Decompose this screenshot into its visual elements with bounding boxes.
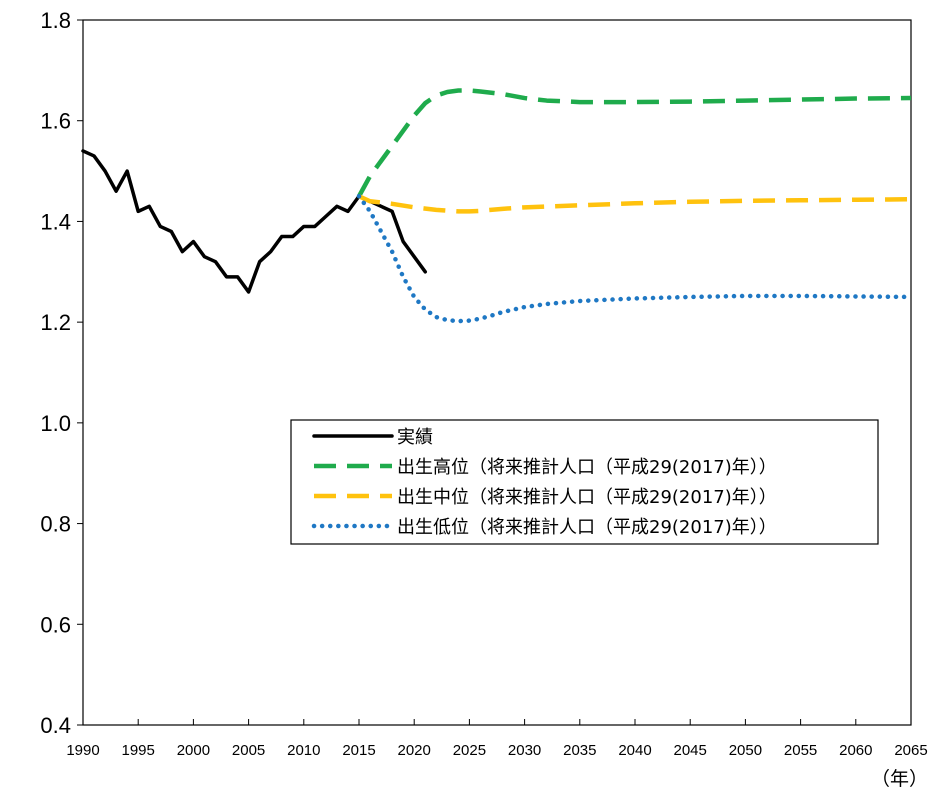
- y-tick-label: 0.8: [40, 512, 71, 537]
- legend-label-3: 出生低位（将来推計人口（平成29(2017)年））: [397, 517, 777, 538]
- y-tick-label: 0.4: [40, 713, 71, 738]
- plot-area-frame: [82, 19, 912, 726]
- y-tick-label: 1.0: [40, 411, 71, 436]
- x-tick-label: 2015: [342, 742, 375, 759]
- x-tick-label: 2025: [453, 742, 486, 759]
- x-tick-label: 2055: [784, 742, 817, 759]
- y-tick-label: 1.6: [40, 109, 71, 134]
- x-tick-label: 2060: [839, 742, 872, 759]
- legend-label-0: 実績: [397, 427, 433, 448]
- y-tick-label: 1.2: [40, 310, 71, 335]
- x-tick-label: 1990: [66, 742, 99, 759]
- x-tick-label: 2065: [894, 742, 927, 759]
- legend-box: [290, 419, 879, 545]
- x-tick-label: 2035: [563, 742, 596, 759]
- legend-label-2: 出生中位（将来推計人口（平成29(2017)年））: [397, 487, 777, 508]
- y-tick-label: 1.8: [40, 8, 71, 33]
- legend-label-1: 出生高位（将来推計人口（平成29(2017)年））: [397, 457, 777, 478]
- series-line-2: [358, 194, 912, 214]
- y-tick-label: 1.4: [40, 209, 71, 234]
- x-tick-label: 2005: [232, 742, 265, 759]
- x-tick-label: 2010: [287, 742, 320, 759]
- x-tick-label: 2040: [618, 742, 651, 759]
- x-tick-label: 1995: [122, 742, 155, 759]
- series-line-3: [356, 194, 914, 324]
- x-axis-unit-label: （年）: [871, 768, 928, 790]
- x-tick-label: 2000: [177, 742, 210, 759]
- series-line-0: [81, 149, 427, 294]
- chart-axes: 0.4 0.6 0.8 1.0 1.2 1.4 1.6 1.8 1990 1995 2000 2005…: [40, 8, 927, 759]
- chart-series: [81, 88, 914, 324]
- x-tick-label: 2050: [729, 742, 762, 759]
- x-tick-label: 2030: [508, 742, 541, 759]
- x-tick-label: 2020: [398, 742, 431, 759]
- y-tick-label: 0.6: [40, 612, 71, 637]
- series-line-1: [357, 88, 912, 198]
- x-tick-label: 2045: [674, 742, 707, 759]
